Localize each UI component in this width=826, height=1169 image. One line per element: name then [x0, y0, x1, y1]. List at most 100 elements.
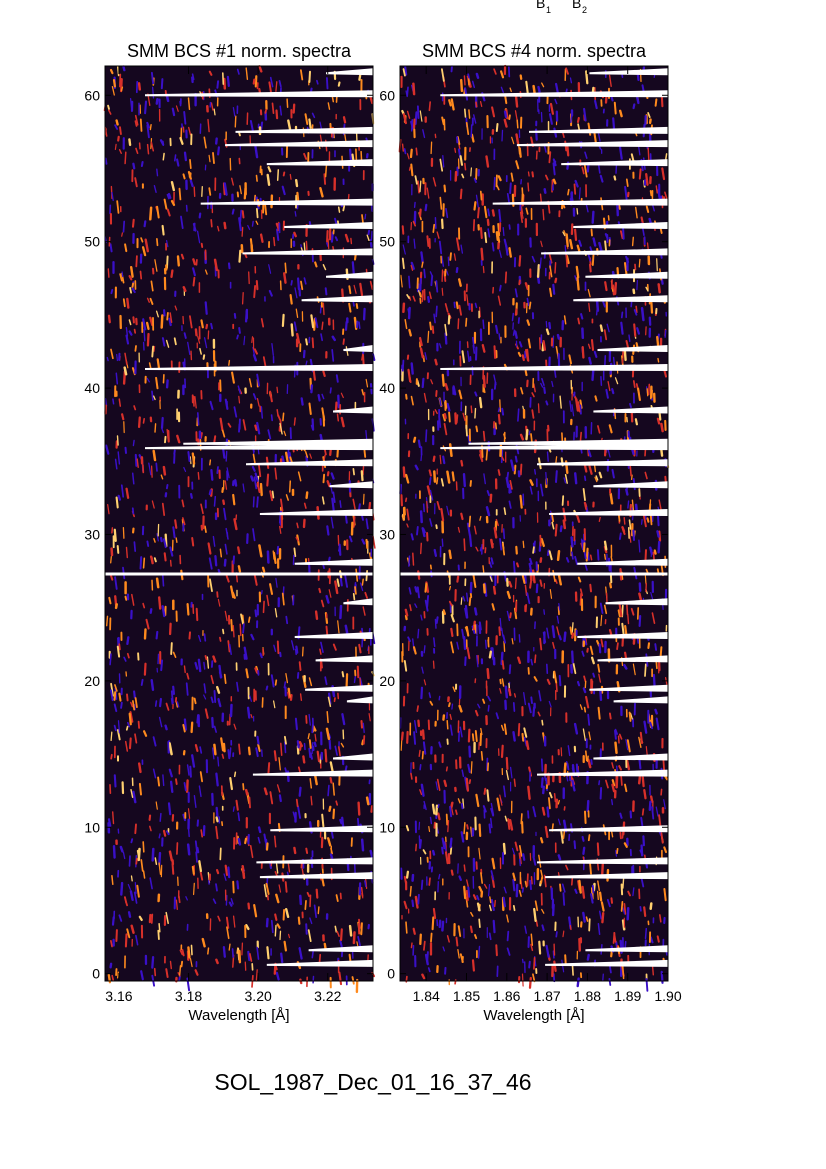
- spectra-mark: [424, 582, 428, 593]
- spectra-mark: [421, 377, 425, 389]
- spectra-mark: [622, 227, 625, 240]
- spectra-mark: [588, 302, 591, 312]
- spectra-mark: [273, 236, 276, 247]
- spectra-mark: [426, 485, 431, 496]
- spectra-mark: [236, 880, 240, 890]
- spectra-mark: [430, 379, 434, 385]
- spectra-mark: [275, 109, 279, 120]
- spectra-mark: [514, 577, 517, 590]
- spectra-mark: [515, 133, 520, 145]
- spectra-mark: [253, 194, 256, 204]
- spectra-mark: [122, 527, 125, 539]
- spectra-mark: [599, 602, 604, 614]
- spectra-mark: [292, 554, 295, 566]
- spectra-mark: [275, 863, 279, 874]
- spectra-mark: [472, 219, 476, 232]
- spectra-heatmap: [398, 64, 670, 992]
- spectra-mark: [456, 136, 461, 146]
- spectra-mark: [490, 802, 495, 816]
- spectra-mark: [324, 748, 328, 763]
- spectra-mark: [432, 660, 435, 669]
- spectra-mark: [320, 599, 325, 608]
- spectra-mark: [365, 570, 369, 582]
- spectra-mark: [644, 549, 647, 562]
- spectra-mark: [583, 501, 588, 508]
- spectra-mark: [576, 515, 581, 523]
- spectra-mark: [297, 805, 302, 819]
- spectra-mark: [238, 395, 241, 404]
- spectra-mark: [365, 429, 368, 441]
- spectra-mark: [293, 417, 296, 426]
- spectra-mark: [168, 850, 174, 862]
- spectra-mark: [121, 232, 124, 237]
- spectra-mark: [505, 770, 509, 781]
- spectra-mark: [108, 109, 112, 115]
- spectra-mark: [143, 730, 148, 737]
- y-tick-label: 10: [379, 819, 395, 835]
- spectra-mark: [622, 965, 625, 980]
- spectra-mark: [565, 557, 570, 563]
- spectra-mark: [189, 957, 193, 968]
- spectra-mark: [115, 372, 119, 385]
- spectra-mark: [305, 847, 309, 854]
- spectra-mark: [555, 682, 558, 693]
- spectra-mark: [594, 395, 598, 402]
- spectra-mark: [500, 86, 504, 94]
- x-tick-label: 1.86: [493, 988, 520, 1004]
- spectra-mark: [169, 312, 173, 323]
- spectra-mark: [332, 491, 336, 504]
- spectra-mark: [222, 628, 225, 635]
- spectra-mark: [255, 280, 259, 291]
- spectra-mark: [490, 557, 494, 565]
- spectra-mark: [165, 702, 170, 711]
- spectra-mark: [537, 85, 541, 93]
- spectra-mark: [501, 407, 505, 416]
- spectra-mark: [280, 952, 284, 964]
- spectra-mark: [254, 667, 259, 674]
- spectra-mark: [404, 497, 408, 503]
- spectra-mark: [423, 679, 427, 686]
- spectra-mark: [422, 129, 426, 139]
- spectra-mark: [509, 612, 512, 619]
- spectra-mark: [450, 804, 454, 816]
- spectra-mark: [352, 592, 356, 601]
- spectra-mark: [217, 697, 222, 708]
- spectra-mark: [348, 535, 353, 543]
- spectra-mark: [475, 72, 480, 79]
- spectra-mark: [521, 732, 525, 742]
- spectra-mark: [308, 70, 311, 83]
- spectra-mark: [298, 786, 302, 797]
- spectra-mark: [537, 403, 540, 414]
- spectra-mark: [260, 318, 265, 328]
- spectra-mark: [421, 261, 424, 268]
- spectra-mark: [224, 480, 228, 490]
- spectra-mark: [571, 622, 574, 633]
- spectra-mark: [266, 173, 271, 187]
- spectra-mark: [232, 107, 236, 117]
- spectra-mark: [304, 113, 309, 125]
- spectra-mark: [482, 319, 485, 330]
- spectra-mark: [154, 423, 157, 433]
- spectra-mark: [130, 789, 134, 798]
- spectra-mark: [664, 191, 668, 199]
- spectra-mark: [169, 780, 174, 794]
- spectra-mark: [467, 886, 471, 898]
- spectra-mark: [272, 550, 275, 560]
- spectra-mark: [247, 902, 251, 910]
- spectra-mark: [293, 846, 297, 855]
- spectra-mark: [224, 864, 229, 877]
- spectra-mark: [320, 641, 324, 654]
- spectra-mark: [422, 503, 426, 513]
- spectra-mark: [321, 321, 324, 331]
- spectra-mark: [530, 933, 534, 946]
- spectra-mark: [435, 280, 439, 293]
- spectra-mark: [222, 499, 226, 506]
- spectra-mark: [608, 712, 612, 720]
- spectra-mark: [431, 916, 435, 931]
- spectra-mark: [326, 230, 329, 243]
- spectra-mark: [190, 721, 194, 734]
- spectra-mark: [658, 814, 662, 827]
- spectra-mark: [499, 678, 502, 685]
- spectra-mark: [124, 151, 127, 165]
